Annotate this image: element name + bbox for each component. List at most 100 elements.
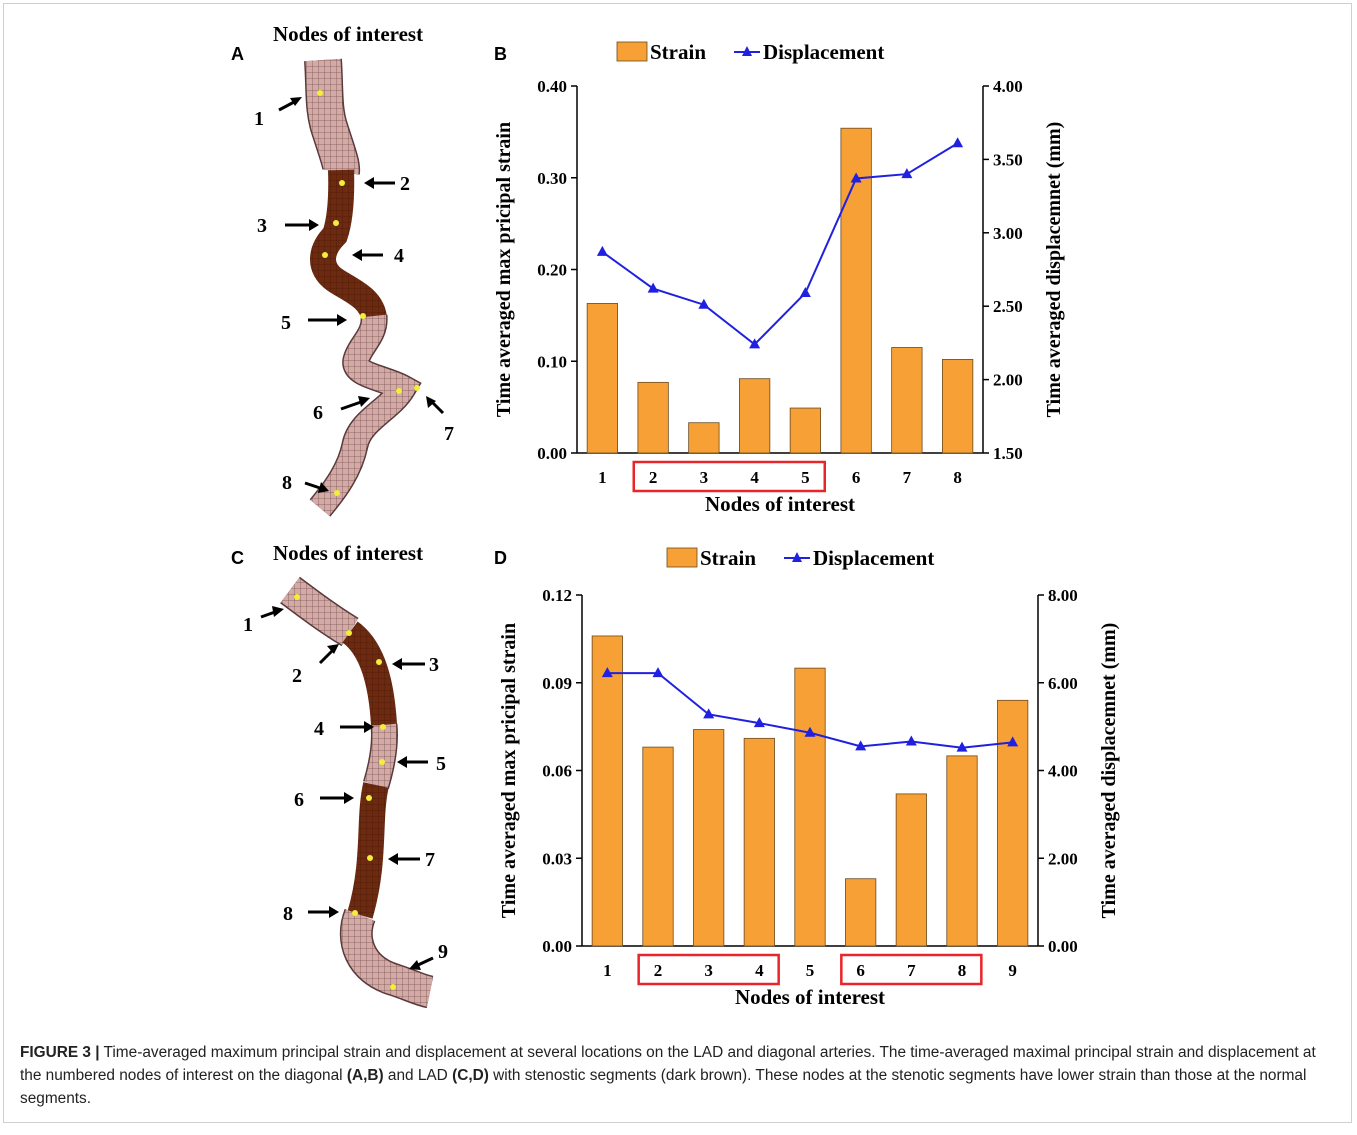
panel-a-title: Nodes of interest bbox=[273, 22, 424, 46]
x-axis-tick-label: 5 bbox=[806, 961, 815, 980]
node-marker-c7 bbox=[367, 855, 373, 861]
x-axis-tick-label: 5 bbox=[801, 468, 810, 487]
x-axis-title: Nodes of interest bbox=[735, 985, 885, 1009]
node-label-a5: 5 bbox=[281, 312, 291, 334]
caption-text-3: with stenostic segments (dark brown). Th… bbox=[20, 1067, 1307, 1107]
node-label-c7: 7 bbox=[425, 849, 435, 871]
arrow-c9 bbox=[417, 956, 434, 967]
legend-strain-label: Strain bbox=[700, 546, 756, 570]
right-axis-tick-label: 3.50 bbox=[993, 150, 1023, 169]
panel-letter-c: C bbox=[231, 548, 244, 568]
x-axis-tick-label: 2 bbox=[654, 961, 663, 980]
legend-strain-label: Strain bbox=[650, 40, 706, 64]
node-label-a7: 7 bbox=[444, 423, 454, 445]
displacement-marker bbox=[850, 172, 862, 183]
node-label-a4: 4 bbox=[394, 245, 404, 267]
arrow-a7 bbox=[430, 400, 445, 415]
right-axis-title: Time averaged displacemnet (mm) bbox=[1043, 122, 1065, 418]
x-axis-tick-label: 4 bbox=[750, 468, 759, 487]
left-axis-tick-label: 0.12 bbox=[542, 586, 572, 605]
x-axis-tick-label: 7 bbox=[907, 961, 916, 980]
strain-bar bbox=[693, 729, 725, 947]
x-axis-tick-label: 2 bbox=[649, 468, 658, 487]
legend-displacement-label: Displacement bbox=[813, 546, 934, 570]
displacement-marker bbox=[601, 667, 613, 678]
stenotic-highlight-box bbox=[840, 953, 983, 986]
left-axis-tick-label: 0.20 bbox=[537, 261, 567, 280]
x-axis-tick-label: 1 bbox=[598, 468, 607, 487]
left-axis-tick-label: 0.40 bbox=[537, 77, 567, 96]
displacement-marker bbox=[596, 245, 608, 256]
node-label-a2: 2 bbox=[400, 173, 410, 195]
strain-bar bbox=[591, 635, 623, 947]
node-label-a6: 6 bbox=[313, 402, 323, 424]
displacement-marker bbox=[652, 667, 664, 678]
arrow-c1 bbox=[260, 610, 276, 619]
arrow-a6 bbox=[340, 400, 362, 411]
node-label-c2: 2 bbox=[292, 665, 302, 687]
strain-bar bbox=[789, 407, 822, 454]
displacement-marker bbox=[753, 717, 765, 728]
legend-displacement-marker bbox=[742, 46, 752, 56]
caption-ref-2: (C,D) bbox=[452, 1067, 489, 1084]
x-axis-tick-label: 3 bbox=[704, 961, 713, 980]
panel-letter-a: A bbox=[231, 44, 244, 64]
strain-bar bbox=[845, 878, 877, 947]
displacement-marker bbox=[855, 740, 867, 751]
node-marker-a7 bbox=[414, 385, 420, 391]
x-axis-tick-label: 6 bbox=[852, 468, 861, 487]
strain-bar bbox=[642, 746, 674, 947]
displacement-marker bbox=[647, 282, 659, 293]
strain-bar bbox=[891, 347, 923, 454]
displacement-marker bbox=[905, 735, 917, 746]
legend-strain-swatch bbox=[616, 41, 648, 62]
right-axis-tick-label: 0.00 bbox=[1048, 937, 1078, 956]
node-marker-c1 bbox=[294, 594, 300, 600]
node-marker-a6 bbox=[396, 388, 402, 394]
displacement-marker bbox=[799, 286, 811, 297]
node-marker-a8 bbox=[334, 490, 340, 496]
displacement-marker bbox=[749, 338, 761, 349]
node-marker-c2 bbox=[346, 630, 352, 636]
node-label-c9: 9 bbox=[438, 941, 448, 963]
node-label-c4: 4 bbox=[314, 718, 324, 740]
right-axis-tick-label: 6.00 bbox=[1048, 674, 1078, 693]
strain-bar bbox=[586, 303, 619, 454]
x-axis-tick-label: 7 bbox=[903, 468, 912, 487]
left-axis-title: Time averaged max pricipal strain bbox=[493, 122, 515, 417]
right-axis-tick-label: 3.00 bbox=[993, 224, 1023, 243]
arrow-a8 bbox=[304, 481, 321, 490]
node-marker-a4 bbox=[322, 252, 328, 258]
right-axis-title: Time averaged displacemnet (mm) bbox=[1098, 623, 1120, 919]
legend-strain-swatch bbox=[666, 547, 698, 568]
left-axis-tick-label: 0.10 bbox=[537, 352, 567, 371]
caption-text-2: and LAD bbox=[383, 1067, 453, 1084]
strain-bar bbox=[895, 793, 927, 947]
x-axis-tick-label: 4 bbox=[755, 961, 764, 980]
right-axis-tick-label: 2.00 bbox=[1048, 849, 1078, 868]
node-label-c3: 3 bbox=[429, 654, 439, 676]
node-label-c6: 6 bbox=[294, 789, 304, 811]
left-axis-tick-label: 0.06 bbox=[542, 762, 572, 781]
displacement-marker bbox=[952, 137, 964, 148]
displacement-marker bbox=[956, 741, 968, 752]
right-axis-tick-label: 4.00 bbox=[993, 77, 1023, 96]
node-label-a8: 8 bbox=[282, 472, 292, 494]
node-marker-a3 bbox=[333, 220, 339, 226]
left-axis-tick-label: 0.00 bbox=[542, 937, 572, 956]
x-axis-tick-label: 8 bbox=[958, 961, 967, 980]
right-axis-tick-label: 8.00 bbox=[1048, 586, 1078, 605]
node-label-a1: 1 bbox=[254, 108, 264, 130]
panel-letter-b: B bbox=[494, 44, 507, 64]
right-axis-tick-label: 2.50 bbox=[993, 297, 1023, 316]
x-axis-tick-label: 1 bbox=[603, 961, 612, 980]
x-axis-tick-label: 3 bbox=[700, 468, 709, 487]
x-axis-tick-label: 9 bbox=[1008, 961, 1017, 980]
displacement-marker bbox=[901, 168, 913, 179]
caption-text-1: Time-averaged maximum principal strain a… bbox=[20, 1044, 1316, 1084]
strain-bar bbox=[946, 755, 978, 947]
left-axis-tick-label: 0.00 bbox=[537, 444, 567, 463]
